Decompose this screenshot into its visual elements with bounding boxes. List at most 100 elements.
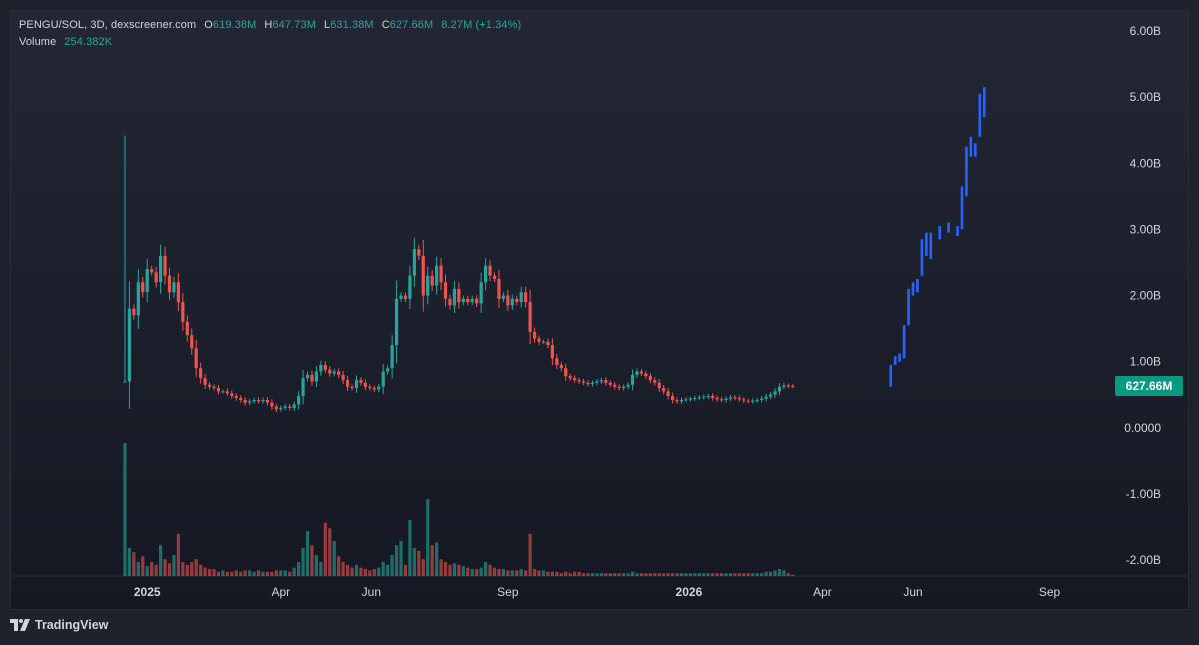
volume-bar (702, 573, 706, 576)
candle-body (501, 295, 506, 299)
volume-bar (127, 548, 132, 576)
projection-bar (947, 222, 950, 233)
volume-bar (372, 569, 376, 576)
candle-body (248, 401, 252, 403)
volume-bar (426, 499, 430, 576)
candle-body (150, 269, 154, 273)
candle-body (497, 278, 501, 299)
candle-body (782, 385, 786, 387)
volume-bar (639, 573, 644, 576)
candle-body (541, 341, 546, 343)
volume-bar (252, 571, 256, 576)
candle-body (764, 396, 768, 399)
volume-bar (666, 573, 670, 576)
tradingview-brand[interactable]: TradingView (10, 618, 108, 632)
volume-bar (216, 571, 221, 576)
candle-body (403, 295, 408, 299)
volume-bar (693, 573, 697, 576)
projection-bar (920, 239, 924, 276)
volume-bar (488, 564, 492, 576)
candle-body (666, 391, 670, 397)
candle-body (608, 382, 612, 385)
volume-legend: Volume 254.382K (19, 36, 112, 48)
candle-body (760, 398, 764, 400)
chart-frame[interactable] (10, 10, 1189, 610)
volume-bar (577, 571, 581, 576)
volume-bar (394, 545, 399, 576)
candle-body (461, 298, 465, 303)
candle-body (288, 406, 292, 408)
volume-bar (751, 573, 755, 576)
price-chart[interactable]: 6.00B 5.00B 4.00B 3.00B 2.00B 1.00B 0.0000 -1.0… (0, 0, 1199, 612)
candle-body (483, 265, 488, 283)
volume-bar (537, 570, 541, 576)
volume-bar (479, 567, 483, 576)
volume-bar (172, 555, 176, 576)
volume-bar (604, 573, 608, 576)
candle-body (653, 380, 657, 383)
candle-body (524, 292, 528, 303)
close-key: C (381, 19, 390, 31)
candle-body (430, 275, 434, 286)
projection-bar (893, 356, 897, 365)
projection-bar (938, 226, 942, 240)
candle-body (399, 295, 403, 299)
candle-body (279, 407, 283, 410)
volume-bar (706, 573, 710, 576)
candle-body (448, 298, 452, 306)
volume-bar (230, 571, 234, 576)
candle-body (363, 382, 367, 387)
candle-body (323, 364, 327, 370)
volume-bar (363, 569, 367, 576)
volume-bar (715, 573, 719, 576)
volume-bar (279, 570, 283, 576)
volume-bar (617, 573, 621, 576)
volume-bar (368, 570, 372, 576)
candle-body (706, 396, 710, 398)
volume-bar (573, 571, 577, 576)
volume-bar (185, 564, 189, 576)
volume-bar (345, 564, 350, 576)
volume-bar (314, 555, 319, 576)
volume-bar (132, 552, 136, 576)
volume-bar (199, 564, 203, 576)
volume-bar (470, 569, 474, 576)
projection-bar (982, 87, 986, 117)
volume-bar (782, 570, 786, 576)
volume-bar (791, 574, 795, 576)
candle-body (742, 399, 746, 401)
volume-bar (265, 571, 270, 576)
volume-bar (764, 571, 768, 576)
y-tick-label: 5.00B (1130, 90, 1161, 104)
volume-bar (626, 573, 630, 576)
candle-body (510, 298, 514, 306)
candle-body (332, 371, 336, 374)
candle-body (176, 282, 180, 303)
volume-bar (457, 564, 461, 576)
volume-key: Volume (19, 36, 57, 48)
volume-bar (417, 550, 421, 576)
candle-body (719, 399, 724, 401)
volume-bar (768, 571, 773, 576)
candle-body (417, 249, 421, 256)
volume-bar (581, 573, 586, 576)
volume-bar (181, 562, 185, 576)
candle-body (519, 292, 523, 303)
volume-bar (141, 556, 145, 576)
y-tick-label: 6.00B (1130, 24, 1161, 38)
volume-bar (662, 573, 666, 576)
volume-bar (248, 570, 252, 576)
candle-body (617, 386, 621, 389)
volume-bar (381, 562, 385, 576)
volume-bar (452, 563, 457, 576)
volume-bar (622, 573, 626, 576)
volume-bar (515, 570, 519, 576)
volume-bar (595, 573, 599, 576)
projection-bar (907, 288, 910, 326)
candle-body (310, 374, 314, 382)
candle-body (595, 381, 599, 383)
candle-body (475, 298, 479, 304)
ohlc-legend: PENGU/SOL, 3D, dexscreener.com O619.38M H6… (19, 19, 521, 31)
volume-bar (497, 569, 501, 576)
candle-body (573, 378, 577, 381)
